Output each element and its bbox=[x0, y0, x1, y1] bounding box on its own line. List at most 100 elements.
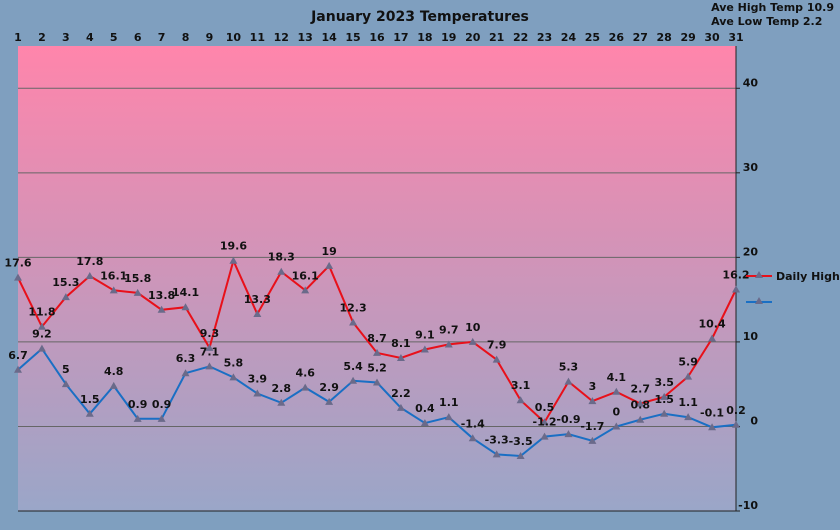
legend-swatch-high bbox=[746, 271, 772, 278]
x-tick-label: 10 bbox=[226, 31, 242, 44]
x-tick-label: 29 bbox=[680, 31, 695, 44]
y-tick-labels: 40 30 20 10 0 -10 bbox=[736, 76, 758, 512]
marker-high bbox=[660, 392, 669, 400]
data-label-low: -3.3 bbox=[485, 433, 509, 446]
x-tick-label: 20 bbox=[465, 31, 481, 44]
marker-low bbox=[732, 420, 740, 428]
data-label-low: 4.8 bbox=[104, 365, 124, 378]
marker-low bbox=[37, 344, 46, 352]
x-tick-label: 26 bbox=[609, 31, 625, 44]
x-tick-label: 1 bbox=[14, 31, 22, 44]
chart-title: January 2023 Temperatures bbox=[311, 9, 529, 25]
data-label-low: 0.9 bbox=[152, 398, 172, 411]
x-tick-label: 13 bbox=[298, 31, 313, 44]
marker-high bbox=[61, 293, 70, 301]
data-label-high: 3.1 bbox=[511, 379, 531, 392]
marker-low bbox=[253, 389, 262, 397]
marker-low bbox=[540, 432, 549, 440]
data-label-low: 5 bbox=[62, 363, 70, 376]
marker-high bbox=[325, 261, 334, 269]
marker-low bbox=[109, 381, 118, 389]
data-label-low: -1.2 bbox=[533, 416, 557, 429]
data-label-low: 5.8 bbox=[224, 356, 244, 369]
data-label-low: 1.1 bbox=[678, 396, 698, 409]
marker-high bbox=[612, 387, 621, 395]
marker-high bbox=[540, 418, 549, 426]
marker-high bbox=[109, 286, 118, 294]
data-label-low: 0.9 bbox=[128, 398, 148, 411]
data-label-high: 3.5 bbox=[654, 376, 674, 389]
data-label-high: 5.3 bbox=[559, 361, 579, 374]
marker-low bbox=[229, 373, 238, 381]
stats-block: Ave High Temp 10.9 Ave Low Temp 2.2 bbox=[711, 1, 834, 29]
x-tick-label: 27 bbox=[633, 31, 648, 44]
marker-low bbox=[612, 422, 621, 430]
marker-high bbox=[14, 273, 22, 281]
marker-low bbox=[181, 369, 190, 377]
marker-low bbox=[396, 403, 405, 411]
data-label-high: 10.4 bbox=[698, 318, 725, 331]
y-tick-label: -10 bbox=[738, 499, 758, 512]
data-label-low: 0.8 bbox=[631, 399, 651, 412]
marker-low bbox=[85, 409, 94, 417]
x-tick-label: 15 bbox=[345, 31, 360, 44]
x-tick-label: 7 bbox=[158, 31, 166, 44]
marker-low bbox=[588, 436, 597, 444]
data-label-low: -1.7 bbox=[580, 420, 604, 433]
x-tick-label: 5 bbox=[110, 31, 118, 44]
x-tick-label: 28 bbox=[657, 31, 672, 44]
x-tick-label: 19 bbox=[441, 31, 456, 44]
ave-low-temp: Ave Low Temp 2.2 bbox=[711, 15, 823, 28]
marker-high bbox=[708, 334, 717, 342]
marker-low bbox=[133, 414, 142, 422]
x-tick-label: 9 bbox=[206, 31, 214, 44]
data-label-low: -3.5 bbox=[509, 435, 533, 448]
y-tick-label: 40 bbox=[743, 76, 759, 89]
x-tick-label: 25 bbox=[585, 31, 600, 44]
marker-low bbox=[660, 409, 669, 417]
legend: Daily High bbox=[746, 263, 840, 315]
data-label-low: 7.1 bbox=[200, 345, 220, 358]
marker-high bbox=[444, 340, 453, 348]
x-tick-label: 23 bbox=[537, 31, 552, 44]
marker-high bbox=[253, 310, 262, 318]
data-label-low: -1.4 bbox=[461, 417, 485, 430]
data-label-high: 15.3 bbox=[52, 276, 79, 289]
marker-high bbox=[373, 348, 381, 356]
marker-low bbox=[516, 452, 525, 460]
data-label-low: 5.4 bbox=[343, 360, 363, 373]
data-label-high: 19 bbox=[321, 245, 336, 258]
marker-high bbox=[133, 288, 142, 296]
x-tick-labels: 1 2 3 4 5 6 7 8 9 10 11 12 13 14 15 16 17 18 19 20 21 22 23 24 2… bbox=[14, 31, 743, 44]
marker-high bbox=[684, 372, 693, 380]
data-label-high: 7.9 bbox=[487, 339, 507, 352]
data-label-high: 16.1 bbox=[100, 269, 127, 282]
data-label-high: 2.7 bbox=[631, 383, 651, 396]
marker-low bbox=[373, 378, 381, 386]
data-label-high: 17.6 bbox=[4, 257, 31, 270]
data-label-high: 11.8 bbox=[28, 306, 55, 319]
data-label-low: 4.6 bbox=[295, 367, 315, 380]
x-tick-label: 24 bbox=[561, 31, 577, 44]
data-label-low: 0.4 bbox=[415, 402, 435, 415]
x-tick-label: 2 bbox=[38, 31, 46, 44]
legend-item-low bbox=[746, 289, 840, 315]
marker-high bbox=[205, 343, 214, 351]
x-tick-label: 14 bbox=[321, 31, 337, 44]
data-label-high: 19.6 bbox=[220, 240, 247, 253]
marker-high bbox=[636, 399, 645, 407]
marker-low bbox=[277, 398, 286, 406]
marker-high bbox=[396, 353, 405, 361]
data-label-high: 5.9 bbox=[678, 356, 698, 369]
marker-high bbox=[37, 322, 46, 330]
marker-low bbox=[349, 376, 358, 384]
x-tick-label: 21 bbox=[489, 31, 504, 44]
marker-low bbox=[420, 419, 429, 427]
marker-high bbox=[277, 267, 286, 275]
y-tick-label: 10 bbox=[743, 330, 759, 343]
grid-lines bbox=[18, 87, 736, 427]
data-label-low: 6.7 bbox=[8, 349, 28, 362]
marker-high bbox=[301, 286, 310, 294]
marker-high bbox=[229, 256, 238, 264]
axes bbox=[18, 46, 737, 512]
